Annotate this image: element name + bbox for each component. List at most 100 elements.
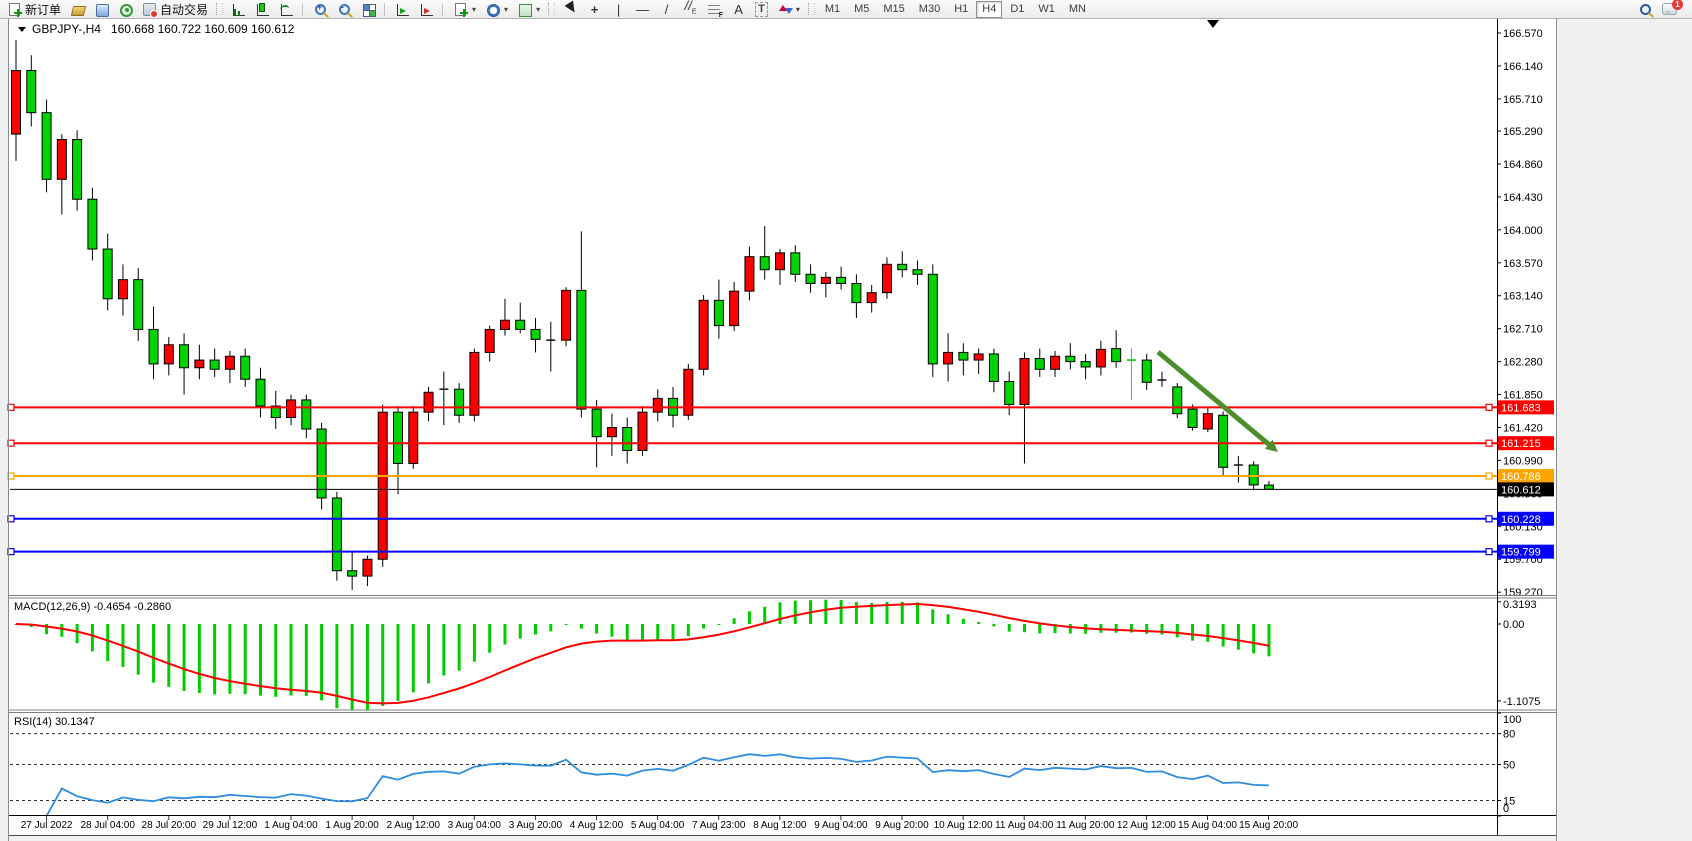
templates-button[interactable]: ▾	[513, 0, 544, 18]
fibonacci-tool[interactable]: F	[703, 0, 726, 19]
svg-text:15 Aug 20:00: 15 Aug 20:00	[1239, 820, 1298, 831]
macd-splitter[interactable]	[9, 595, 1556, 599]
chart-shift-button[interactable]	[415, 0, 438, 18]
svg-text:159.270: 159.270	[1503, 587, 1543, 599]
svg-text:0: 0	[1503, 803, 1509, 815]
svg-text:161.215: 161.215	[1501, 438, 1541, 450]
toolbar-separator	[384, 2, 387, 16]
channel-tool[interactable]: //E	[684, 0, 697, 16]
candlestick-chart-button[interactable]	[251, 0, 274, 18]
main-chart-pane[interactable]	[11, 39, 1274, 590]
svg-text:15: 15	[1503, 796, 1515, 808]
svg-text:50: 50	[1503, 760, 1515, 772]
svg-text:0.3193: 0.3193	[1503, 599, 1537, 611]
rsi-splitter[interactable]	[9, 709, 1556, 713]
macd-pane[interactable]	[14, 599, 1271, 716]
svg-text:162.710: 162.710	[1503, 324, 1543, 336]
svg-text:27 Jul 2022: 27 Jul 2022	[21, 820, 73, 831]
svg-text:15 Aug 04:00: 15 Aug 04:00	[1178, 820, 1237, 831]
macd-label: MACD(12,26,9) -0.4654 -0.2860	[14, 601, 171, 613]
rsi-line	[46, 753, 1269, 815]
svg-text:80: 80	[1503, 729, 1515, 741]
alerts-button[interactable]	[114, 0, 137, 18]
line-price-label: 160.786	[1498, 469, 1554, 484]
line-price-label: 160.228	[1498, 511, 1554, 526]
notification-badge: 1	[1672, 0, 1683, 10]
timeframe-h4[interactable]: H4	[976, 0, 1003, 18]
bar-chart-button[interactable]	[227, 0, 250, 18]
price-axis: 166.570 166.140 165.710 165.290 164.860 164.4…	[1497, 28, 1543, 599]
styles-button[interactable]	[66, 0, 89, 18]
zoom-out-button[interactable]: -	[333, 0, 356, 18]
search-button[interactable]	[1634, 0, 1657, 18]
paint-bucket-icon	[70, 2, 87, 17]
svg-text:7 Aug 23:00: 7 Aug 23:00	[692, 820, 746, 831]
svg-text:12 Aug 12:00: 12 Aug 12:00	[1117, 820, 1176, 831]
timeframe-group: M1 M5 M15 M30 H1 H4 D1 W1 MN	[819, 0, 1092, 18]
svg-text:MACD(12,26,9) -0.4654 -0.2860: MACD(12,26,9) -0.4654 -0.2860	[14, 601, 171, 613]
svg-text:3 Aug 04:00: 3 Aug 04:00	[448, 820, 502, 831]
timeframe-m30[interactable]: M30	[918, 2, 941, 15]
line-chart-button[interactable]	[275, 0, 298, 18]
line-price-label: 161.683	[1498, 400, 1554, 415]
indicators-button[interactable]: ▾	[449, 0, 480, 18]
svg-text:160.786: 160.786	[1501, 471, 1541, 483]
svg-text:100: 100	[1503, 714, 1521, 726]
current-price-label: 160.612	[1498, 482, 1554, 497]
label-tool[interactable]: T	[751, 0, 772, 18]
timeframe-m5[interactable]: M5	[854, 2, 870, 15]
timeframe-d1[interactable]: D1	[1010, 2, 1025, 15]
text-tool[interactable]: A	[734, 1, 743, 17]
profile-icon	[94, 2, 110, 17]
arrows-tool[interactable]: ▾	[773, 0, 804, 18]
timeframe-w1[interactable]: W1	[1038, 2, 1055, 15]
periods-button[interactable]: ▾	[481, 0, 512, 18]
vertical-line-tool[interactable]: |	[616, 1, 621, 17]
template-icon	[517, 2, 533, 17]
toolbar-separator	[442, 2, 445, 16]
community-button[interactable]: 1	[1658, 0, 1689, 18]
shift-marker-icon[interactable]	[1207, 20, 1219, 28]
rsi-pane[interactable]	[10, 733, 1497, 802]
timeframe-mn[interactable]: MN	[1068, 2, 1086, 15]
new-order-button[interactable]: 新订单	[3, 0, 65, 18]
timeframe-h1[interactable]: H1	[954, 2, 969, 15]
svg-text:3 Aug 20:00: 3 Aug 20:00	[509, 820, 563, 831]
zoom-in-icon: +	[313, 2, 328, 17]
tile-windows-icon	[361, 2, 377, 17]
profiles-button[interactable]	[90, 0, 113, 18]
macd-axis: 0.3193 0.00 -1.1075	[1497, 599, 1540, 708]
tile-windows-button[interactable]	[357, 0, 380, 18]
line-price-label: 159.799	[1498, 544, 1554, 559]
horizontal-line-tool[interactable]: —	[636, 1, 650, 17]
svg-text:164.860: 164.860	[1503, 159, 1543, 171]
trendline-tool[interactable]: /	[664, 1, 669, 17]
svg-text:160.612: 160.612	[1501, 484, 1541, 496]
horizontal-line-objects[interactable]	[7, 403, 1497, 556]
svg-text:163.140: 163.140	[1503, 291, 1543, 303]
trend-arrow-annotation[interactable]	[1156, 350, 1278, 452]
svg-text:1 Aug 04:00: 1 Aug 04:00	[264, 820, 318, 831]
auto-scroll-button[interactable]	[391, 0, 414, 18]
signal-icon	[118, 2, 134, 17]
autotrading-button[interactable]: 自动交易	[138, 0, 212, 18]
search-icon	[1638, 2, 1653, 17]
timeframe-m15[interactable]: M15	[883, 2, 905, 15]
svg-text:164.430: 164.430	[1503, 192, 1543, 204]
toolbar: 新订单 自动交易 + -	[0, 0, 1692, 19]
chart-shift-icon	[419, 2, 434, 17]
crosshair-tool[interactable]: +	[590, 1, 599, 17]
rsi-label: RSI(14) 30.1347	[14, 716, 95, 728]
chart-menu-triangle-icon[interactable]	[18, 27, 26, 32]
zoom-in-button[interactable]: +	[309, 0, 332, 18]
cursor-tool[interactable]	[559, 0, 582, 18]
svg-text:162.280: 162.280	[1503, 357, 1543, 369]
autotrading-label: 自动交易	[160, 2, 209, 17]
svg-text:9 Aug 20:00: 9 Aug 20:00	[875, 820, 929, 831]
timeframe-m1[interactable]: M1	[824, 2, 841, 15]
chart-title: GBPJPY-,H4 160.668 160.722 160.609 160.61…	[18, 22, 295, 36]
svg-text:11 Aug 20:00: 11 Aug 20:00	[1056, 820, 1115, 831]
svg-text:161.420: 161.420	[1503, 422, 1543, 434]
svg-text:1 Aug 20:00: 1 Aug 20:00	[325, 820, 379, 831]
